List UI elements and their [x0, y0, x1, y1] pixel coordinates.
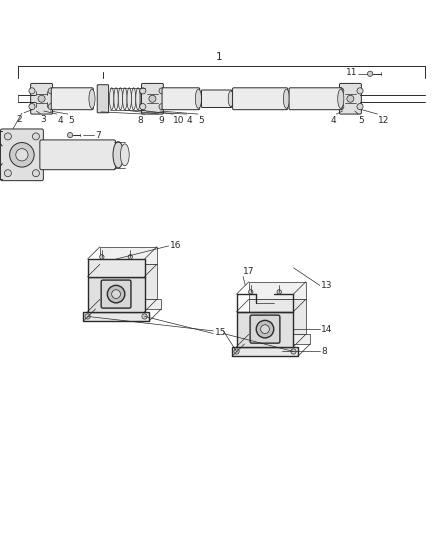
Circle shape	[159, 88, 165, 94]
FancyBboxPatch shape	[141, 84, 163, 114]
Text: 15: 15	[215, 328, 226, 337]
FancyBboxPatch shape	[40, 140, 116, 169]
Ellipse shape	[283, 89, 290, 108]
Text: 14: 14	[321, 325, 332, 334]
Ellipse shape	[228, 91, 233, 107]
Circle shape	[140, 88, 146, 94]
Bar	[88, 259, 145, 277]
Circle shape	[277, 290, 281, 294]
Circle shape	[261, 325, 269, 334]
Circle shape	[67, 133, 73, 138]
Ellipse shape	[110, 88, 114, 110]
Circle shape	[85, 314, 90, 319]
Bar	[83, 312, 149, 321]
Text: 8: 8	[321, 347, 327, 356]
Circle shape	[357, 88, 363, 94]
Text: 3: 3	[40, 115, 46, 124]
Circle shape	[367, 71, 373, 76]
Text: 17: 17	[243, 266, 254, 276]
Ellipse shape	[120, 144, 129, 166]
Circle shape	[234, 349, 239, 354]
Circle shape	[291, 349, 296, 354]
Text: 4: 4	[187, 116, 193, 125]
Circle shape	[4, 133, 11, 140]
Text: 11: 11	[346, 68, 357, 77]
Ellipse shape	[118, 88, 123, 110]
Circle shape	[128, 255, 132, 259]
FancyBboxPatch shape	[250, 315, 280, 343]
FancyBboxPatch shape	[289, 88, 342, 110]
Ellipse shape	[195, 89, 201, 108]
Text: 4: 4	[331, 116, 336, 125]
Text: 7: 7	[95, 131, 101, 140]
Circle shape	[357, 103, 363, 110]
Text: 5: 5	[68, 116, 74, 125]
Circle shape	[16, 149, 28, 161]
Bar	[100, 264, 157, 300]
Circle shape	[29, 103, 35, 110]
Bar	[249, 282, 306, 300]
Bar	[88, 277, 145, 312]
Circle shape	[338, 88, 344, 94]
FancyBboxPatch shape	[97, 85, 109, 113]
Ellipse shape	[113, 142, 124, 168]
Circle shape	[4, 169, 11, 177]
Ellipse shape	[114, 88, 118, 110]
Circle shape	[100, 255, 104, 259]
Bar	[232, 346, 298, 356]
Ellipse shape	[131, 88, 136, 110]
Circle shape	[140, 103, 146, 110]
Bar	[100, 247, 157, 264]
FancyBboxPatch shape	[233, 88, 288, 110]
Text: 13: 13	[321, 281, 332, 290]
Circle shape	[256, 320, 274, 338]
Ellipse shape	[136, 88, 140, 110]
Bar	[249, 300, 306, 334]
FancyBboxPatch shape	[51, 88, 93, 110]
Text: 10: 10	[173, 116, 184, 125]
Circle shape	[48, 103, 54, 110]
Text: 9: 9	[159, 116, 164, 125]
FancyBboxPatch shape	[201, 90, 232, 108]
Circle shape	[29, 88, 35, 94]
Ellipse shape	[123, 88, 127, 110]
Text: 4: 4	[57, 116, 63, 125]
Circle shape	[249, 290, 253, 294]
FancyBboxPatch shape	[0, 129, 43, 181]
Circle shape	[159, 103, 165, 110]
Text: 2: 2	[16, 115, 22, 124]
Circle shape	[347, 95, 354, 102]
Ellipse shape	[89, 89, 95, 108]
Text: 5: 5	[198, 116, 204, 125]
Text: 1: 1	[215, 52, 223, 62]
Circle shape	[142, 314, 147, 319]
Circle shape	[149, 95, 156, 102]
FancyBboxPatch shape	[31, 84, 53, 114]
Circle shape	[32, 133, 39, 140]
Circle shape	[107, 285, 125, 303]
Text: 12: 12	[378, 116, 389, 125]
Circle shape	[38, 95, 45, 102]
Circle shape	[48, 88, 54, 94]
Circle shape	[338, 103, 344, 110]
Circle shape	[32, 169, 39, 177]
Bar	[244, 334, 310, 344]
Ellipse shape	[338, 89, 344, 108]
Text: 8: 8	[137, 116, 143, 125]
Ellipse shape	[140, 88, 145, 110]
Bar	[237, 312, 293, 346]
Circle shape	[112, 290, 120, 298]
Text: 5: 5	[359, 116, 364, 125]
Text: 16: 16	[170, 241, 181, 251]
Circle shape	[10, 142, 34, 167]
FancyBboxPatch shape	[162, 88, 200, 110]
Bar	[95, 300, 161, 309]
FancyBboxPatch shape	[339, 84, 361, 114]
FancyBboxPatch shape	[101, 280, 131, 308]
Ellipse shape	[127, 88, 131, 110]
